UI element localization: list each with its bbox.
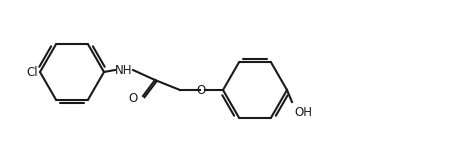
Text: O: O (129, 92, 138, 105)
Text: OH: OH (294, 106, 312, 119)
Text: Cl: Cl (27, 66, 38, 78)
Text: O: O (196, 84, 206, 96)
Text: NH: NH (115, 63, 133, 76)
